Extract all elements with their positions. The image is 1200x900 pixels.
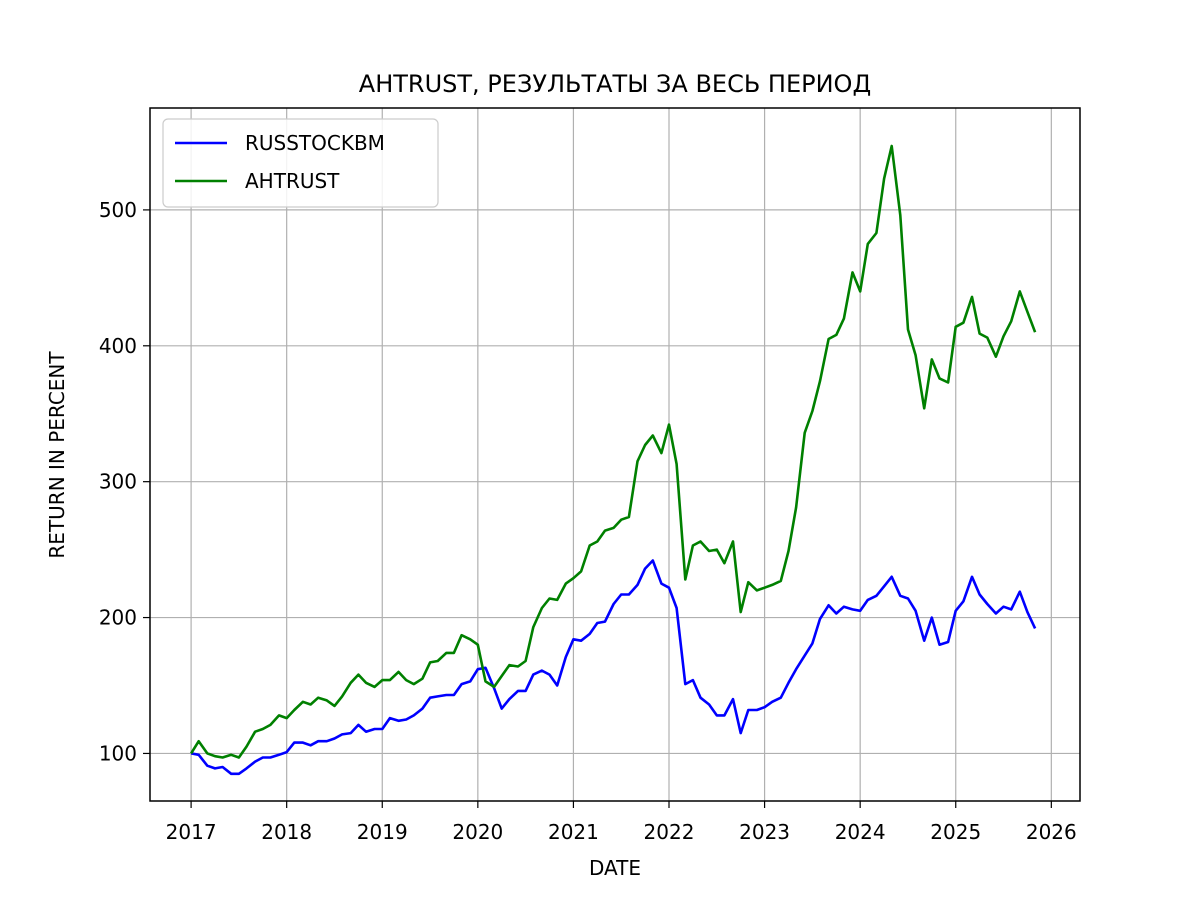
plot-area-frame [149,107,1081,802]
x-tick-label: 2022 [644,820,695,844]
x-axis-label: DATE [589,856,641,880]
series-line-russtockbm [190,559,1037,776]
chart-title: AHTRUST, РЕЗУЛЬТАТЫ ЗА ВЕСЬ ПЕРИОД [359,70,871,98]
x-tick-label: 2023 [739,820,790,844]
x-tick-label: 2018 [261,820,312,844]
y-tick-label: 300 [99,470,137,494]
x-tick-label: 2024 [835,820,886,844]
y-axis-label: RETURN IN PERCENT [45,351,69,559]
x-tick-label: 2020 [452,820,503,844]
series-lines [189,144,1037,776]
y-tick-label: 200 [99,606,137,630]
x-tick-label: 2017 [166,820,217,844]
y-tick-label: 100 [99,741,137,765]
x-tick-label: 2019 [357,820,408,844]
y-tick-label: 500 [99,198,137,222]
legend-label-russtockbm: RUSSTOCKBM [245,131,385,155]
series-line-ahtrust [189,144,1037,759]
x-tick-label: 2021 [548,820,599,844]
legend-box [162,118,439,208]
axis-ticks: 2017 2018 2019 2020 2021 2022 2023 2024 2025 2026… [99,198,1077,844]
legend-label-ahtrust: AHTRUST [245,169,340,193]
grid-lines [150,108,1080,801]
y-tick-label: 400 [99,334,137,358]
x-tick-label: 2025 [930,820,981,844]
x-tick-label: 2026 [1026,820,1077,844]
legend: RUSSTOCKBM AHTRUST [162,118,439,208]
